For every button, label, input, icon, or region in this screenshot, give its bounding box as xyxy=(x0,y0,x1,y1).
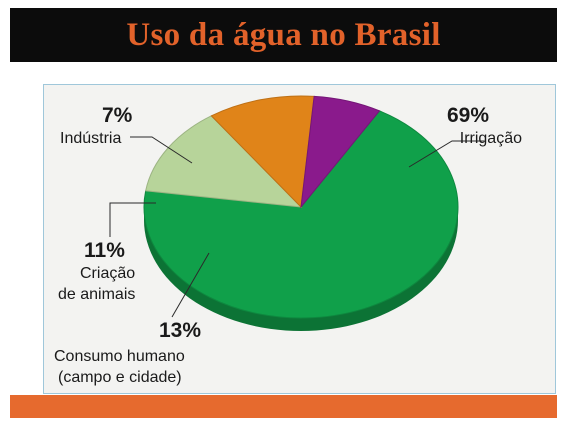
slice-consumo xyxy=(145,115,303,208)
leader-line-consumo xyxy=(171,252,210,318)
slice-irrigacao-percent: 69% xyxy=(447,104,489,127)
slice-criacao-label-2: de animais xyxy=(58,286,135,303)
leader-line-industria xyxy=(130,136,193,164)
slice-criacao-label-1: Criação xyxy=(80,265,135,282)
slide-title: Uso da água no Brasil xyxy=(126,16,441,53)
slice-industria-label: Indústria xyxy=(60,130,121,147)
slice-irrigacao-label: Irrigação xyxy=(460,130,522,147)
slice-consumo-label-1: Consumo humano xyxy=(54,348,185,365)
leader-lines xyxy=(109,136,484,318)
title-bar: Uso da água no Brasil xyxy=(10,8,557,62)
pie-chart: 69% Irrigação 13% Consumo humano (campo … xyxy=(54,95,522,386)
pie-slices xyxy=(143,95,459,319)
slice-irrigacao xyxy=(143,110,459,319)
slice-industria xyxy=(300,95,381,209)
leader-line-irrigacao xyxy=(408,140,484,168)
slide: Uso da água no Brasil 69% Irrigação 13% … xyxy=(10,8,557,418)
slice-consumo-percent: 13% xyxy=(159,319,201,342)
slice-criacao xyxy=(210,95,315,209)
footer-bar xyxy=(10,395,557,418)
pie-chart-figure: 69% Irrigação 13% Consumo humano (campo … xyxy=(43,84,556,394)
leader-line-criacao xyxy=(109,202,156,237)
slice-consumo-label-2: (campo e cidade) xyxy=(58,369,182,386)
slice-criacao-percent: 11% xyxy=(84,239,125,262)
slice-industria-percent: 7% xyxy=(102,104,133,127)
